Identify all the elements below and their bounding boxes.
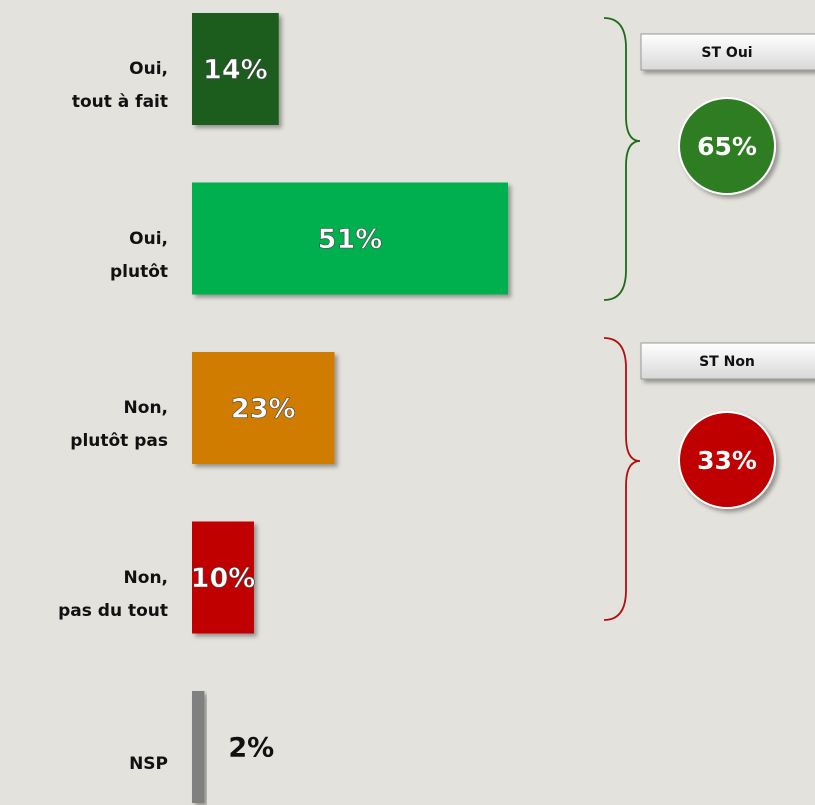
group-box	[640, 342, 815, 380]
group-total	[678, 411, 776, 509]
category-label: Non, plutôt pas	[70, 398, 168, 451]
category-label: Non, pas du tout	[58, 567, 168, 621]
category-label: Oui, tout à fait	[71, 59, 168, 112]
value-label: 10%	[191, 563, 256, 594]
value-label: 2%	[228, 733, 274, 764]
value-label: 23%	[231, 394, 296, 425]
bar	[192, 182, 508, 295]
brace	[603, 17, 641, 301]
category-label: Oui, plutôt	[109, 228, 168, 282]
group-label: ST Non	[699, 354, 755, 370]
value-label: 51%	[318, 224, 383, 255]
group-total	[678, 97, 776, 195]
brace	[603, 337, 641, 621]
bar	[192, 352, 335, 464]
bar	[192, 13, 279, 125]
bar	[192, 521, 254, 634]
bar	[192, 691, 205, 803]
group-value-label: 33%	[697, 446, 757, 475]
group-value-label: 65%	[697, 132, 757, 161]
value-label: 14%	[203, 55, 268, 86]
group-box	[640, 33, 815, 71]
category-label: NSP	[129, 753, 168, 774]
group-label: ST Oui	[701, 45, 752, 61]
